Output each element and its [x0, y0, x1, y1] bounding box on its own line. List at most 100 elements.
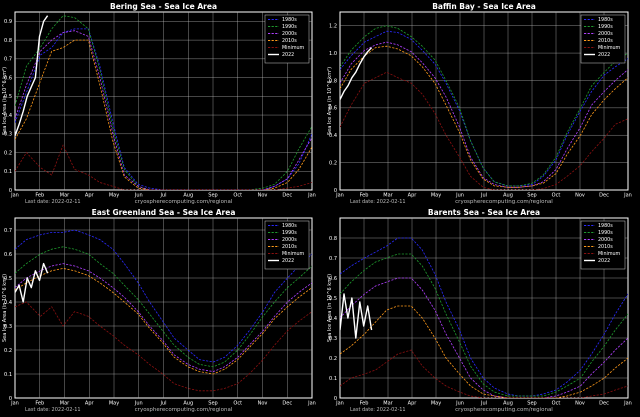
legend-entry-1990s: 1990s	[282, 24, 297, 30]
y-tick-label: 0	[334, 396, 337, 402]
series-line-2000s	[15, 30, 312, 190]
series-line-2022	[15, 15, 49, 136]
x-tick-label: Jul	[159, 193, 166, 199]
legend-entry-2022: 2022	[282, 52, 294, 58]
series-line-2010s	[340, 45, 628, 188]
x-tick-label: Jan	[623, 401, 632, 407]
y-tick-label: 0	[9, 188, 12, 194]
series-line-minimum	[15, 144, 312, 190]
series-lines	[340, 25, 628, 190]
chart-title: Baffin Bay - Sea Ice Area	[432, 2, 536, 11]
chart-panel-1: Bering Sea - Sea Ice Area Sea Ice Area (i…	[2, 2, 316, 205]
series-line-2022	[15, 262, 49, 303]
x-tick-label: Dec	[599, 193, 609, 199]
x-tick-label: Sep	[527, 193, 536, 199]
legend-entry-minimum: Minimum	[282, 251, 305, 257]
legend-entry-2010s: 2010s	[282, 244, 297, 250]
y-tick-label: 0.2	[4, 150, 12, 156]
y-axis-label: Sea Ice Area (in 10^6 km²)	[327, 274, 333, 342]
legend-entry-2000s: 2000s	[282, 31, 297, 37]
y-tick-label: 0.6	[329, 276, 337, 282]
series-lines	[340, 237, 628, 398]
x-tick-label: Oct	[552, 193, 561, 199]
x-tick-label: Jun	[134, 193, 143, 199]
series-line-minimum	[15, 301, 312, 392]
x-tick-label: Aug	[503, 193, 513, 199]
series-line-1980s	[340, 30, 628, 187]
x-tick-label: May	[431, 401, 441, 407]
x-tick-label: Feb	[35, 401, 44, 407]
x-tick-label: Nov	[575, 193, 585, 199]
legend-entry-minimum: Minimum	[598, 45, 621, 51]
x-tick-label: Nov	[258, 193, 268, 199]
y-tick-label: 0.2	[329, 356, 337, 362]
credit-label: cryospherecomputing.com/regional	[135, 407, 233, 413]
y-tick-label: 0.6	[4, 75, 12, 81]
y-axis-label: Sea Ice Area (in 10^6 km²)	[2, 67, 8, 135]
y-tick-label: 0.7	[4, 228, 12, 234]
y-tick-label: 0.8	[329, 236, 337, 242]
series-line-1990s	[15, 246, 312, 368]
x-tick-label: Aug	[183, 401, 193, 407]
x-tick-label: Sep	[208, 401, 217, 407]
chart-title: Bering Sea - Sea Ice Area	[110, 2, 217, 11]
legend-entry-minimum: Minimum	[282, 45, 305, 51]
y-axis-label: Sea Ice Area (in 10^6 km²)	[327, 67, 333, 135]
y-tick-label: 0	[9, 396, 12, 402]
y-tick-label: 0.2	[4, 348, 12, 354]
credit-label: cryospherecomputing.com/regional	[455, 199, 553, 205]
series-line-1990s	[340, 25, 628, 187]
x-tick-label: Mar	[60, 401, 70, 407]
legend-entry-2022: 2022	[282, 258, 294, 264]
y-tick-label: 0.3	[4, 324, 12, 330]
x-tick-label: Jan	[307, 193, 316, 199]
x-tick-label: Oct	[233, 401, 242, 407]
last-date-label: Last date: 2022-02-11	[350, 407, 406, 413]
legend-entry-1990s: 1990s	[282, 230, 297, 236]
series-line-2000s	[340, 41, 628, 188]
legend-entry-2000s: 2000s	[598, 237, 613, 243]
x-tick-label: Aug	[503, 401, 513, 407]
x-tick-label: Mar	[60, 193, 70, 199]
chart-title: East Greenland Sea - Sea Ice Area	[92, 208, 236, 217]
x-tick-label: Aug	[183, 193, 193, 199]
y-tick-label: 0.6	[4, 252, 12, 258]
y-tick-label: 0.8	[4, 38, 12, 44]
last-date-label: Last date: 2022-02-11	[25, 199, 81, 205]
x-tick-label: Jan	[623, 193, 632, 199]
x-tick-label: Feb	[360, 193, 369, 199]
series-line-1980s	[340, 237, 628, 397]
y-tick-label: 1.0	[329, 51, 337, 57]
x-tick-label: Dec	[599, 401, 609, 407]
y-tick-label: 0.5	[4, 276, 12, 282]
legend-entry-2010s: 2010s	[598, 244, 613, 250]
legend-entry-2000s: 2000s	[598, 31, 613, 37]
legend-entry-minimum: Minimum	[598, 251, 621, 257]
x-tick-label: Sep	[208, 193, 217, 199]
x-tick-label: Jul	[480, 401, 487, 407]
y-tick-label: 0.7	[4, 57, 12, 63]
x-tick-label: Apr	[408, 401, 418, 407]
chart-title: Barents Sea - Sea Ice Area	[428, 208, 540, 217]
x-tick-label: Jan	[335, 401, 344, 407]
legend-entry-1980s: 1980s	[598, 17, 613, 23]
legend-entry-1980s: 1980s	[598, 223, 613, 229]
y-tick-label: 0.4	[329, 316, 337, 322]
legend-entry-2010s: 2010s	[598, 38, 613, 44]
series-lines	[15, 15, 312, 190]
legend-entry-2010s: 2010s	[282, 38, 297, 44]
x-tick-label: May	[431, 193, 441, 199]
x-tick-label: Jun	[134, 401, 143, 407]
x-tick-label: Jan	[10, 193, 19, 199]
last-date-label: Last date: 2022-02-11	[25, 407, 81, 413]
x-tick-label: May	[109, 401, 119, 407]
legend-entry-1980s: 1980s	[282, 223, 297, 229]
y-tick-label: 0.3	[329, 336, 337, 342]
chart-panel-4: Barents Sea - Sea Ice Area Sea Ice Area (…	[327, 208, 632, 413]
series-line-1990s	[15, 15, 312, 190]
x-tick-label: Apr	[408, 193, 418, 199]
x-tick-label: Jul	[159, 401, 166, 407]
x-tick-label: Jun	[455, 401, 464, 407]
